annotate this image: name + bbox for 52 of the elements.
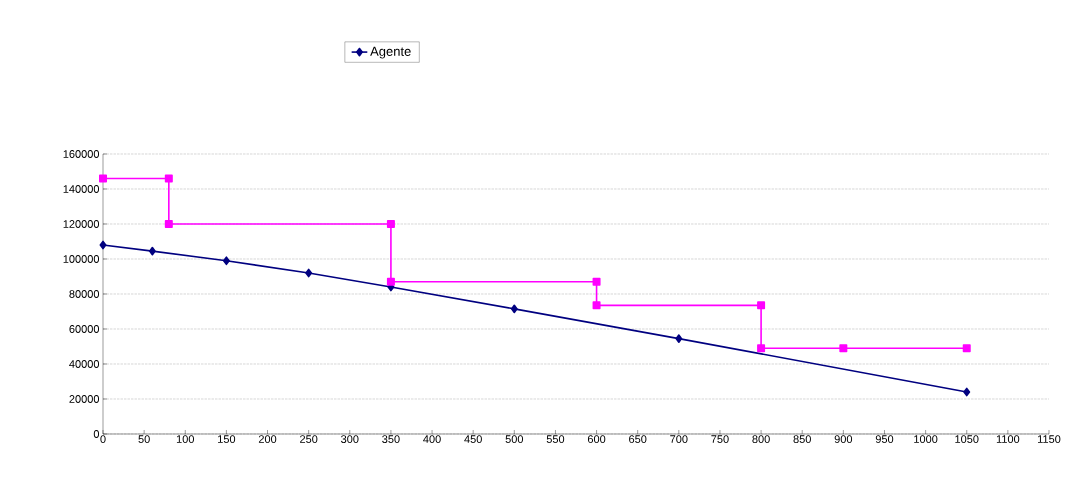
x-tick-label: 750	[711, 435, 729, 443]
point	[386, 219, 395, 228]
x-tick-label: 1050	[955, 435, 979, 443]
x-tick-label: 900	[834, 435, 853, 443]
x-tick-label: 150	[218, 435, 236, 443]
y-tick-label: 80000	[69, 290, 100, 298]
x-tick-label: 350	[382, 435, 400, 443]
x-tick-label: 600	[587, 435, 606, 443]
x-tick-label: 200	[258, 435, 277, 443]
x-tick-label: 250	[300, 435, 318, 443]
x-tick-label: 300	[341, 435, 359, 443]
point	[675, 334, 683, 344]
point	[305, 268, 313, 278]
x-tick-label: 1100	[996, 435, 1020, 443]
y-tick-label: 120000	[63, 220, 100, 228]
point	[592, 301, 601, 310]
point	[839, 344, 848, 353]
x-tick-label: 1150	[1038, 435, 1061, 443]
x-tick-label: 500	[505, 435, 524, 443]
y-tick-label: 60000	[69, 325, 100, 333]
point	[148, 246, 156, 256]
x-tick-label: 550	[546, 435, 565, 443]
point	[757, 344, 766, 353]
x-tick-label: 100	[176, 435, 194, 443]
point	[963, 387, 971, 397]
x-tick-label: 800	[752, 435, 770, 443]
x-tick-label: 450	[464, 435, 482, 443]
y-tick-label: 140000	[63, 185, 100, 193]
y-tick-label: 0	[93, 430, 100, 438]
point	[757, 301, 766, 310]
x-tick-label: 850	[793, 435, 811, 443]
point	[386, 277, 395, 286]
point	[222, 256, 230, 266]
point	[99, 240, 107, 250]
y-tick-label: 100000	[63, 255, 100, 263]
x-tick-label: 650	[629, 435, 647, 443]
point	[962, 344, 971, 353]
point	[164, 219, 173, 228]
y-tick-label: 40000	[69, 360, 100, 368]
x-tick-label: 700	[670, 435, 688, 443]
y-tick-label: 20000	[69, 395, 100, 403]
x-tick-label: 50	[138, 435, 150, 443]
point	[99, 174, 108, 183]
x-tick-label: 400	[423, 435, 441, 443]
legend-label: Agente	[370, 46, 411, 59]
point	[592, 277, 601, 286]
point	[510, 304, 518, 314]
x-tick-label: 950	[875, 435, 894, 443]
point	[164, 174, 173, 183]
x-tick-label: 0	[100, 435, 106, 443]
x-tick-label: 1000	[914, 435, 938, 443]
y-tick-label: 160000	[63, 150, 100, 158]
